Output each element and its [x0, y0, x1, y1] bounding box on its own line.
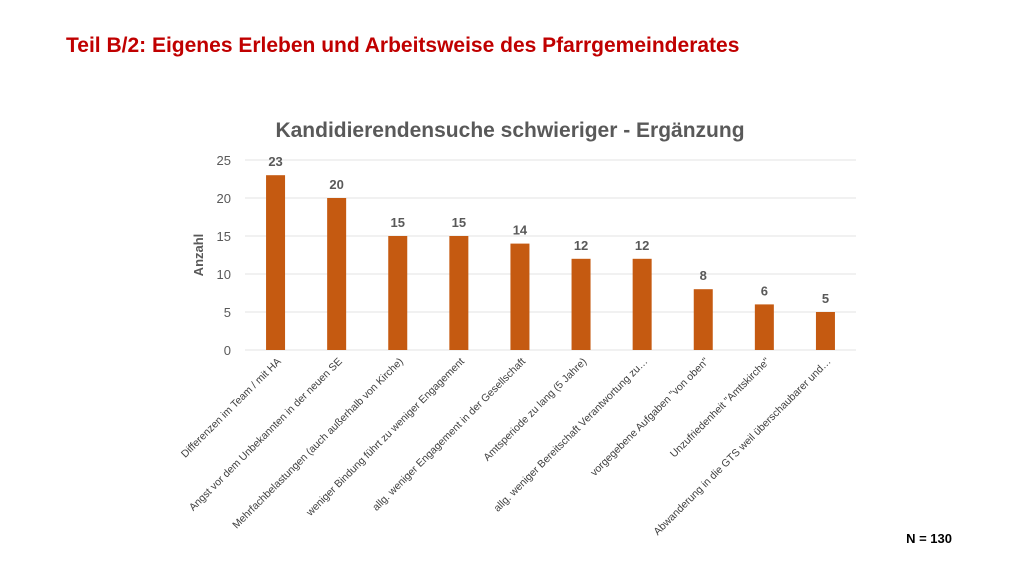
category-label: Differenzen im Team / mit HA [179, 356, 284, 461]
bar [571, 258, 591, 350]
bar [327, 198, 347, 350]
bar [693, 289, 713, 350]
data-label: 15 [391, 215, 405, 230]
data-label: 12 [635, 238, 649, 253]
data-label: 23 [268, 154, 282, 169]
bar [266, 175, 286, 350]
data-label: 5 [822, 291, 829, 306]
data-labels: 23 20 15 15 14 12 12 8 6 5 [268, 154, 829, 306]
y-axis-ticks: 0 5 10 15 20 25 [217, 153, 231, 358]
data-label: 8 [700, 268, 707, 283]
bar [510, 243, 530, 350]
chart-title: Kandidierendensuche schwieriger - Ergänz… [275, 119, 744, 142]
data-label: 14 [513, 223, 528, 238]
bar [632, 258, 652, 350]
y-tick-label: 0 [224, 343, 231, 358]
bar [449, 236, 469, 350]
bar [754, 304, 774, 350]
y-axis-title: Anzahl [191, 234, 206, 277]
sample-size-note: N = 130 [906, 531, 952, 546]
data-label: 12 [574, 238, 588, 253]
y-tick-label: 25 [217, 153, 231, 168]
bars [266, 175, 835, 350]
bar [388, 236, 408, 350]
data-label: 20 [329, 177, 343, 192]
bar [815, 312, 835, 350]
page-title: Teil B/2: Eigenes Erleben und Arbeitswei… [66, 34, 740, 57]
category-label: vorgegebene Aufgaben "von oben" [588, 355, 711, 478]
data-label: 6 [761, 283, 768, 298]
category-label: Unzufriedenheit "Amtskirche" [668, 355, 773, 460]
y-tick-label: 20 [217, 191, 231, 206]
y-tick-label: 5 [224, 305, 231, 320]
y-tick-label: 10 [217, 267, 231, 282]
category-label: Amtsperiode zu lang (5 Jahre) [481, 356, 589, 464]
y-tick-label: 15 [217, 229, 231, 244]
gridlines [245, 159, 856, 351]
data-label: 15 [452, 215, 466, 230]
